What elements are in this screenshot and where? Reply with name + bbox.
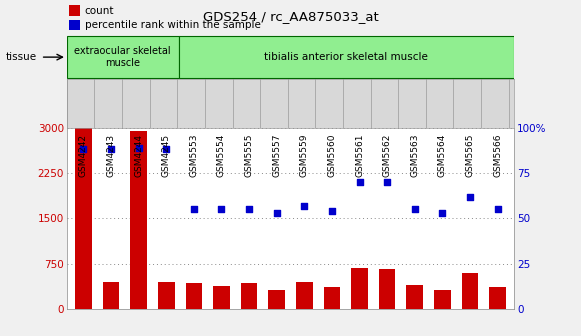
Bar: [241, 283, 257, 309]
Text: percentile rank within the sample: percentile rank within the sample: [85, 20, 261, 30]
Bar: [103, 282, 119, 309]
Point: [410, 207, 419, 212]
Point: [189, 207, 199, 212]
FancyBboxPatch shape: [179, 36, 514, 78]
Text: count: count: [85, 6, 114, 16]
Point: [162, 147, 171, 152]
Bar: [213, 286, 229, 309]
Bar: [158, 282, 174, 309]
Bar: [379, 268, 396, 309]
Bar: [352, 268, 368, 309]
Point: [217, 207, 226, 212]
Bar: [407, 285, 423, 309]
Point: [272, 210, 281, 216]
Point: [300, 203, 309, 208]
Point: [465, 194, 475, 199]
Bar: [268, 290, 285, 309]
Text: GDS254 / rc_AA875033_at: GDS254 / rc_AA875033_at: [203, 10, 378, 23]
Point: [355, 179, 364, 185]
Bar: [75, 128, 92, 309]
Point: [245, 207, 254, 212]
Text: tissue: tissue: [6, 52, 37, 62]
Bar: [434, 290, 451, 309]
Bar: [296, 282, 313, 309]
Bar: [130, 131, 147, 309]
Point: [106, 147, 116, 152]
Bar: [69, 5, 80, 16]
Bar: [489, 287, 506, 309]
Bar: [324, 287, 340, 309]
Point: [327, 208, 336, 214]
Point: [382, 179, 392, 185]
FancyBboxPatch shape: [67, 36, 179, 78]
Text: extraocular skeletal
muscle: extraocular skeletal muscle: [74, 46, 171, 68]
Bar: [462, 274, 478, 309]
Point: [79, 147, 88, 152]
Point: [134, 145, 144, 150]
Point: [493, 207, 502, 212]
Bar: [69, 19, 80, 31]
Text: tibialis anterior skeletal muscle: tibialis anterior skeletal muscle: [264, 52, 428, 62]
Point: [437, 210, 447, 216]
Bar: [185, 283, 202, 309]
